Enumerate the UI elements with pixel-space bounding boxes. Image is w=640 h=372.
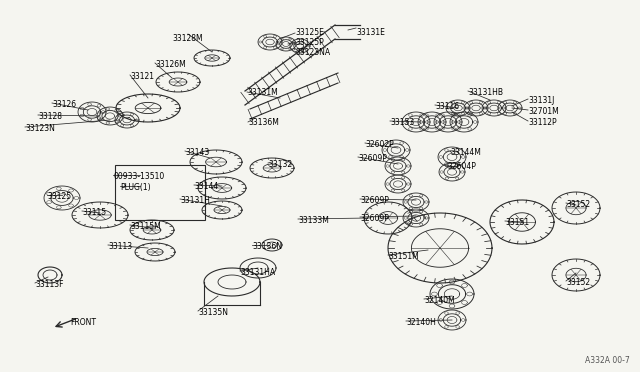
Text: 32140H: 32140H [406, 318, 436, 327]
Text: 33136M: 33136M [248, 118, 279, 127]
Text: 33126: 33126 [52, 100, 76, 109]
Text: 33132: 33132 [268, 160, 292, 169]
Text: 33133M: 33133M [298, 216, 329, 225]
Text: 33115: 33115 [82, 208, 106, 217]
Text: 33153: 33153 [390, 118, 414, 127]
Text: 33136N: 33136N [252, 242, 282, 251]
Text: 33116: 33116 [435, 102, 459, 111]
Text: 33121: 33121 [130, 72, 154, 81]
Text: 32609P: 32609P [360, 214, 389, 223]
Text: 32602P: 32602P [365, 140, 394, 149]
Text: 33135N: 33135N [198, 308, 228, 317]
Text: FRONT: FRONT [70, 318, 96, 327]
Text: 32609P: 32609P [358, 154, 387, 163]
Text: 32701M: 32701M [528, 107, 559, 116]
Text: 33125E: 33125E [295, 28, 324, 37]
Text: 32140M: 32140M [424, 296, 455, 305]
Text: A332A 00-7: A332A 00-7 [585, 356, 630, 365]
Text: 33131M: 33131M [247, 88, 278, 97]
Text: 33152: 33152 [566, 200, 590, 209]
Text: 33112P: 33112P [528, 118, 557, 127]
Text: 33128M: 33128M [173, 34, 204, 43]
Text: 33151: 33151 [505, 218, 529, 227]
Text: 33131H: 33131H [180, 196, 210, 205]
Text: 32604P: 32604P [447, 162, 476, 171]
Text: 33128: 33128 [38, 112, 62, 121]
Text: 33131HA: 33131HA [240, 268, 275, 277]
Text: 33131HB: 33131HB [468, 88, 503, 97]
Text: 00933-13510: 00933-13510 [113, 172, 164, 181]
Text: 33115M: 33115M [130, 222, 161, 231]
Text: 32609P: 32609P [360, 196, 389, 205]
Text: 33125: 33125 [47, 192, 71, 201]
Text: 33113: 33113 [108, 242, 132, 251]
Text: 33131J: 33131J [528, 96, 554, 105]
Text: 33126M: 33126M [155, 60, 186, 69]
Text: 33131E: 33131E [356, 28, 385, 37]
Text: 33151M: 33151M [388, 252, 419, 261]
Text: 33144: 33144 [194, 182, 218, 191]
Text: 33125P: 33125P [295, 38, 324, 47]
Text: PLUG(1): PLUG(1) [120, 183, 150, 192]
Text: 33113F: 33113F [35, 280, 63, 289]
Text: 33123N: 33123N [25, 124, 55, 133]
Text: 33152: 33152 [566, 278, 590, 287]
Text: 33143: 33143 [185, 148, 209, 157]
Text: 33144M: 33144M [450, 148, 481, 157]
Text: 33123NA: 33123NA [295, 48, 330, 57]
